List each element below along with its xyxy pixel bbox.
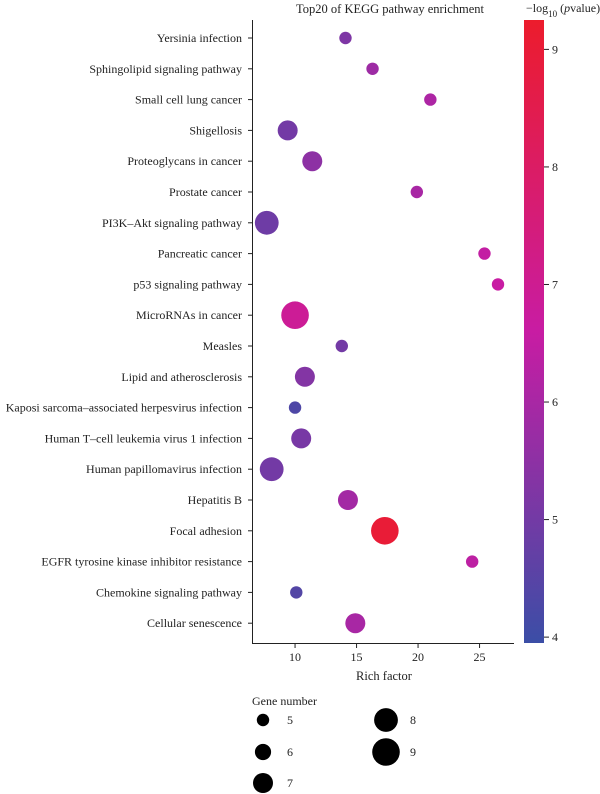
bubble — [345, 613, 366, 634]
bubble — [281, 301, 309, 330]
bubble — [491, 278, 505, 291]
category-label: Cellular senescence — [147, 616, 242, 630]
bubble — [302, 151, 323, 172]
category-label: Lipid and atherosclerosis — [121, 370, 242, 384]
category-label: Prostate cancer — [169, 185, 242, 199]
category-label: Hepatitis B — [188, 493, 242, 507]
size-legend-circle — [372, 738, 400, 766]
x-tick-label: 20 — [412, 650, 424, 664]
chart-title: Top20 of KEGG pathway enrichment — [296, 2, 484, 16]
bubble — [366, 62, 379, 75]
x-tick-label: 15 — [351, 650, 363, 664]
bubble — [288, 401, 302, 414]
bubble — [259, 457, 284, 482]
bubble — [294, 366, 315, 387]
category-label: p53 signaling pathway — [133, 277, 242, 291]
category-labels: Yersinia infection Sphingolipid signaling… — [6, 31, 243, 630]
bubble — [424, 93, 437, 106]
colorbar-ticks: 4 5 6 7 8 9 — [544, 42, 558, 644]
size-legend-circle — [254, 743, 272, 761]
colorbar-tick-label: 9 — [552, 42, 558, 56]
category-label: Human papillomavirus infection — [86, 462, 242, 476]
x-tick-label: 25 — [474, 650, 486, 664]
size-legend-label: 7 — [287, 776, 293, 790]
category-label: Chemokine signaling pathway — [96, 585, 242, 599]
size-legend-circle — [253, 773, 273, 793]
x-ticks: 10 15 20 25 — [289, 643, 486, 664]
colorbar-title: −log10 (pvalue) — [526, 1, 600, 19]
category-label: PI3K–Akt signaling pathway — [102, 216, 242, 230]
category-label: Human T–cell leukemia virus 1 infection — [45, 431, 242, 445]
colorbar-tick-label: 7 — [552, 277, 558, 291]
colorbar-tick-label: 6 — [552, 395, 558, 409]
x-tick-label: 10 — [289, 650, 301, 664]
bubble — [339, 31, 352, 45]
bubble — [410, 185, 424, 199]
category-ticks — [248, 37, 252, 624]
category-label: Yersinia infection — [157, 31, 242, 45]
size-legend-label: 6 — [287, 745, 293, 759]
bubble — [290, 586, 303, 599]
bubble — [335, 339, 348, 353]
category-label: Proteoglycans in cancer — [127, 154, 242, 168]
category-label: Small cell lung cancer — [135, 93, 242, 107]
category-label: EGFR tyrosine kinase inhibitor resistanc… — [41, 555, 242, 569]
colorbar-tick-label: 5 — [552, 513, 558, 527]
category-label: Shigellosis — [189, 123, 242, 137]
category-label: Measles — [203, 339, 243, 353]
bubbles — [254, 31, 505, 634]
bubble — [478, 247, 491, 260]
x-axis-title: Rich factor — [356, 669, 413, 683]
size-legend-circle — [374, 708, 398, 732]
colorbar-tick-label: 4 — [552, 630, 558, 644]
size-legend-title: Gene number — [252, 694, 317, 708]
bubble — [371, 517, 399, 545]
colorbar — [524, 20, 544, 643]
size-legend-label: 8 — [410, 713, 416, 727]
category-label: Focal adhesion — [170, 524, 242, 538]
category-label: Pancreatic cancer — [158, 247, 242, 261]
bubble — [277, 120, 298, 141]
size-legend-label: 5 — [287, 713, 293, 727]
bubble — [337, 490, 358, 510]
bubble — [291, 428, 312, 449]
category-label: Kaposi sarcoma–associated herpesvirus in… — [6, 401, 242, 415]
colorbar-tick-label: 8 — [552, 160, 558, 174]
category-label: Sphingolipid signaling pathway — [89, 62, 242, 76]
size-legend: 5 6 7 8 9 — [253, 708, 416, 793]
size-legend-label: 9 — [410, 745, 416, 759]
size-legend-circle — [256, 713, 270, 727]
category-label: MicroRNAs in cancer — [136, 308, 242, 322]
bubble — [465, 555, 479, 568]
bubble — [254, 210, 279, 235]
